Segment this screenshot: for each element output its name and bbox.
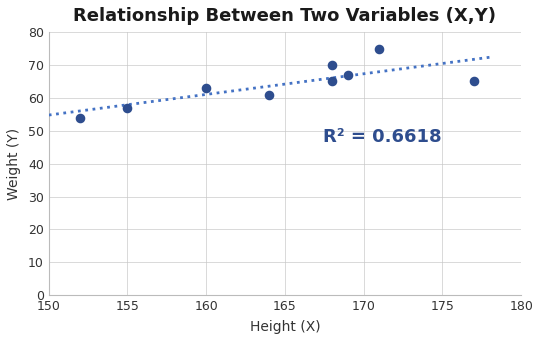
Title: Relationship Between Two Variables (X,Y): Relationship Between Two Variables (X,Y) (73, 7, 496, 25)
X-axis label: Height (X): Height (X) (249, 320, 320, 334)
Point (375, 46, 384, 51)
Point (202, 85, 211, 91)
Point (328, 62, 336, 68)
Text: R² = 0.6618: R² = 0.6618 (323, 128, 441, 146)
Point (265, 92, 273, 97)
Point (76, 115, 85, 120)
Point (343, 72, 352, 77)
Point (328, 79, 336, 84)
Point (470, 79, 478, 84)
Point (123, 105, 132, 110)
Y-axis label: Weight (Y): Weight (Y) (7, 128, 21, 200)
